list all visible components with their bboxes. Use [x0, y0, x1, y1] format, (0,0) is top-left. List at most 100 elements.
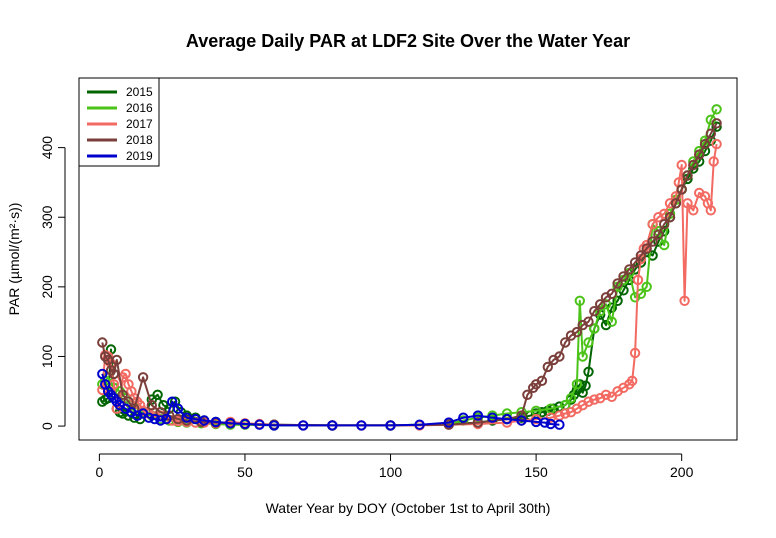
data-point-2018: [522, 389, 533, 400]
data-point-2018: [664, 212, 676, 223]
x-tick-label: 200: [670, 464, 694, 480]
data-point-2018: [571, 326, 583, 338]
x-axis: 0 50 100 150 200: [95, 453, 694, 480]
legend-entry-2019: 2019: [126, 149, 153, 163]
x-tick-label: 0: [95, 464, 103, 480]
data-point-2019: [443, 417, 454, 428]
data-point-2016: [577, 351, 588, 362]
data-point-2019: [414, 419, 425, 430]
data-point-2018: [589, 306, 600, 317]
data-point-2018: [624, 264, 635, 275]
data-point-2016: [606, 316, 617, 327]
data-point-2018: [554, 351, 565, 362]
data-point-2016: [565, 393, 577, 404]
data-point-2019: [472, 410, 484, 421]
data-point-2018: [612, 278, 623, 289]
data-point-2017: [708, 156, 719, 167]
data-point-2016: [659, 239, 670, 251]
data-point-2019: [132, 410, 143, 421]
y-tick-label: 300: [39, 205, 55, 229]
data-point-2018: [117, 389, 128, 400]
data-point-2019: [155, 415, 166, 426]
data-point-2019: [539, 417, 550, 428]
data-point-2019: [167, 396, 178, 407]
data-point-2019: [172, 403, 184, 414]
data-point-2018: [472, 417, 484, 428]
data-point-2019: [199, 415, 210, 426]
data-point-2017: [560, 408, 571, 419]
x-axis-label: Water Year by DOY (October 1st to April …: [266, 500, 551, 516]
data-point-2018: [137, 372, 149, 383]
legend-entry-2017: 2017: [126, 117, 153, 131]
y-tick-label: 0: [39, 422, 55, 430]
series-2018: [97, 118, 722, 431]
x-tick-label: 100: [379, 464, 403, 480]
data-point-2016: [641, 281, 652, 292]
data-point-2019: [487, 412, 498, 423]
data-point-2017: [627, 375, 638, 386]
data-point-2018: [659, 219, 670, 230]
data-point-2018: [711, 118, 722, 129]
data-point-2018: [606, 288, 617, 299]
data-point-2015: [647, 250, 658, 261]
data-point-2017: [629, 347, 641, 359]
data-point-2019: [385, 420, 396, 431]
data-point-2018: [682, 170, 693, 181]
data-point-2018: [97, 337, 108, 348]
y-axis-label: PAR (µmol/(m²·s)): [6, 203, 22, 316]
y-tick-label: 100: [39, 345, 55, 369]
data-point-2015: [711, 121, 722, 132]
data-point-2017: [711, 138, 722, 150]
data-point-2016: [600, 299, 612, 310]
data-point-2017: [600, 389, 612, 400]
data-point-2018: [108, 368, 120, 380]
data-point-2015: [583, 366, 594, 377]
data-point-2018: [699, 138, 711, 150]
data-point-2018: [647, 236, 658, 247]
data-point-2019: [143, 412, 155, 423]
data-point-2019: [161, 413, 172, 425]
series-2019: [97, 368, 565, 431]
plot-frame: [78, 77, 738, 441]
data-point-2018: [618, 271, 629, 282]
data-point-2017: [679, 295, 690, 306]
data-point-2016: [571, 379, 583, 390]
y-tick-label: 400: [39, 136, 55, 160]
data-point-2019: [239, 418, 251, 430]
data-point-2015: [152, 389, 163, 400]
data-point-2017: [647, 219, 658, 230]
data-point-2017: [632, 274, 644, 286]
y-tick-label: 200: [39, 275, 55, 299]
legend-entry-2016: 2016: [126, 101, 153, 115]
data-point-2018: [560, 337, 571, 348]
x-tick-label: 50: [237, 464, 253, 480]
data-point-2019: [149, 413, 160, 425]
data-point-2017: [606, 391, 617, 402]
data-point-2019: [516, 415, 527, 426]
data-point-2017: [670, 191, 682, 202]
data-point-2018: [676, 184, 687, 195]
legend: 2015 2016 2017 2018 2019: [78, 77, 160, 167]
data-point-2018: [536, 375, 548, 386]
data-point-2019: [458, 412, 469, 423]
x-tick-label: 150: [524, 464, 548, 480]
data-point-2018: [595, 299, 606, 310]
data-point-2019: [554, 419, 565, 430]
data-point-2017: [682, 198, 693, 209]
data-point-2015: [536, 407, 548, 418]
data-point-2018: [146, 400, 158, 411]
data-point-2018: [635, 250, 647, 261]
data-point-2016: [595, 306, 606, 317]
data-point-2019: [298, 420, 309, 431]
data-point-2018: [111, 354, 123, 366]
data-point-2018: [653, 229, 664, 240]
data-point-2016: [574, 295, 585, 306]
data-point-2018: [694, 149, 705, 160]
data-point-2018: [583, 316, 594, 327]
data-point-2016: [583, 337, 594, 348]
data-point-2018: [705, 128, 716, 139]
legend-entry-2018: 2018: [126, 133, 153, 147]
data-point-2016: [589, 323, 600, 334]
data-point-2015: [612, 295, 623, 306]
